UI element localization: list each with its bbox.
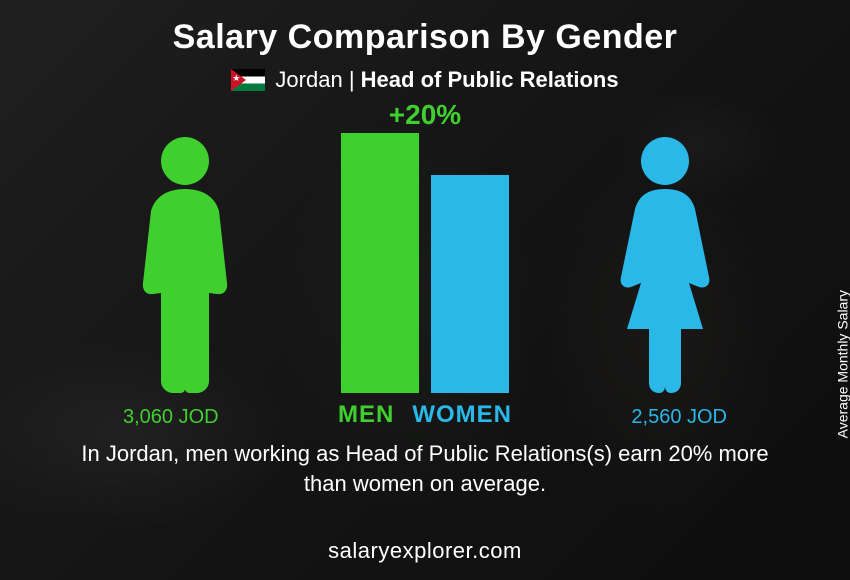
female-salary-value: 2,560 JOD (631, 406, 727, 429)
female-silhouette-svg (605, 133, 725, 393)
country-name: Jordan (275, 67, 342, 92)
male-label: MEN (338, 401, 394, 429)
female-person-icon (605, 133, 725, 393)
job-title: Head of Public Relations (361, 67, 619, 92)
male-silhouette-svg (125, 133, 245, 393)
female-label: WOMEN (412, 401, 512, 429)
bar-group (341, 133, 509, 393)
male-person-icon (125, 133, 245, 393)
subtitle-text: Jordan | Head of Public Relations (275, 67, 618, 93)
summary-text: In Jordan, men working as Head of Public… (65, 439, 785, 498)
female-bar (431, 175, 509, 393)
footer-source: salaryexplorer.com (328, 538, 522, 564)
y-axis-label: Average Monthly Salary (834, 290, 850, 438)
chart-area: +20% 3,060 JOD MEN WOM (105, 99, 745, 429)
jordan-flag-icon (231, 69, 265, 91)
page-title: Salary Comparison By Gender (173, 18, 678, 57)
content-wrapper: Salary Comparison By Gender Jordan | Hea… (0, 0, 850, 580)
male-bar (341, 133, 419, 393)
difference-label: +20% (389, 99, 461, 131)
separator: | (349, 67, 355, 92)
subtitle-row: Jordan | Head of Public Relations (231, 67, 618, 93)
